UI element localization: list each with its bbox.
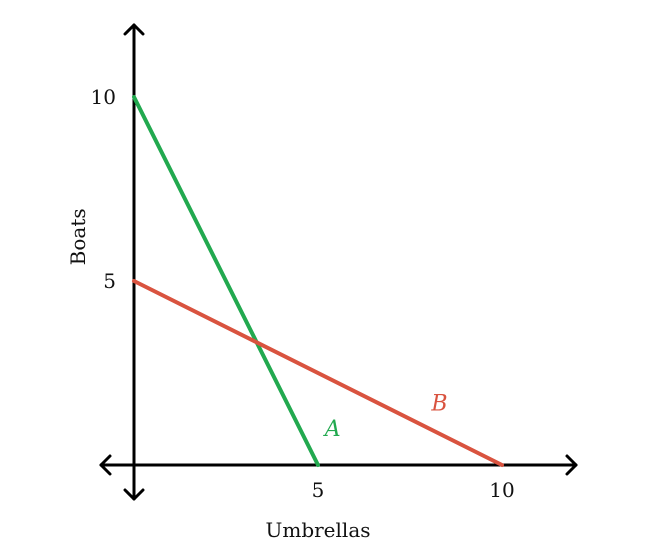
x-tick-label-10: 10 [489, 478, 514, 502]
axes [99, 23, 578, 501]
series-label-a: A [323, 417, 341, 442]
x-axis-arrow-left [99, 454, 112, 476]
series-label-b: B [430, 391, 447, 416]
series-line-a [132, 95, 320, 467]
y-tick-label-10: 10 [91, 85, 116, 109]
series-line-b [132, 279, 504, 467]
series-lines [132, 95, 504, 467]
x-tick-label-5: 5 [312, 478, 325, 502]
y-axis-arrow-down [123, 488, 145, 501]
x-axis-title: Umbrellas [266, 518, 371, 542]
series-labels: AB [323, 391, 448, 442]
y-axis-arrow-up [123, 23, 145, 36]
y-axis-title: Boats [66, 208, 90, 265]
y-tick-label-5: 5 [103, 269, 116, 293]
tick-labels: 5 10 5 10 [91, 85, 515, 502]
x-axis-arrow-right [565, 454, 578, 476]
